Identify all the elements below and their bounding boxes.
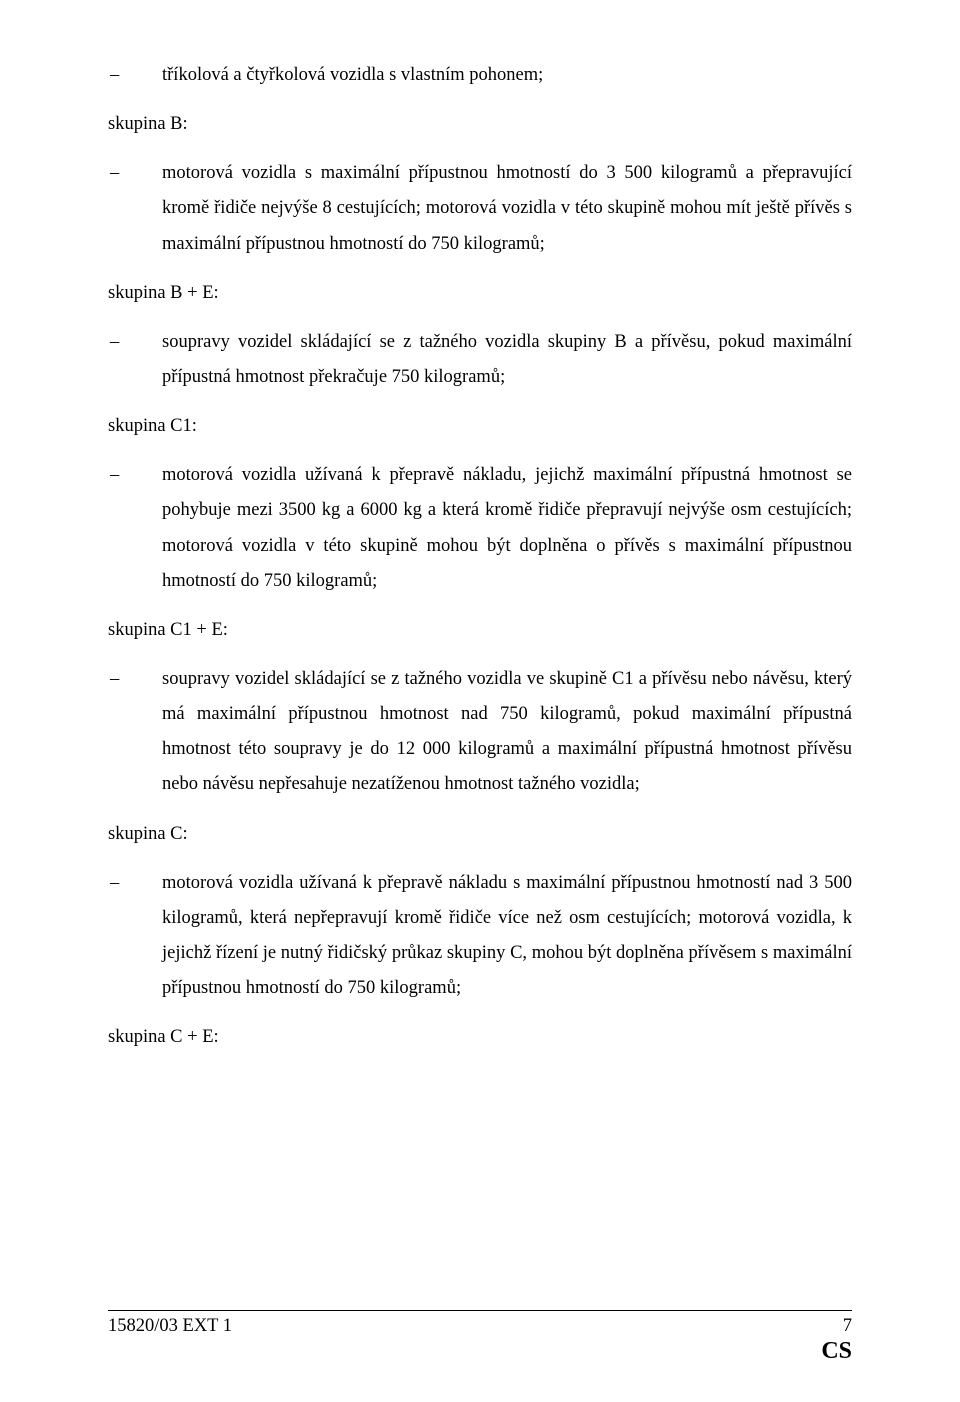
bullet-text: motorová vozidla užívaná k přepravě nákl… <box>162 866 852 1007</box>
footer-lang: CS <box>108 1338 852 1364</box>
list-item: tříkolová a čtyřkolová vozidla s vlastní… <box>108 58 852 93</box>
bullet-text: soupravy vozidel skládající se z tažného… <box>162 662 852 803</box>
list-item: motorová vozidla užívaná k přepravě nákl… <box>108 458 852 599</box>
group-label-c1: skupina C1: <box>108 409 852 444</box>
page-footer: 15820/03 EXT 1 7 CS <box>108 1310 852 1364</box>
dash-icon <box>108 458 162 599</box>
dash-icon <box>108 662 162 803</box>
dash-icon <box>108 156 162 261</box>
list-item: motorová vozidla s maximální přípustnou … <box>108 156 852 261</box>
bullet-text: soupravy vozidel skládající se z tažného… <box>162 325 852 395</box>
dash-icon <box>108 325 162 395</box>
page: tříkolová a čtyřkolová vozidla s vlastní… <box>0 0 960 1402</box>
bullet-text: motorová vozidla s maximální přípustnou … <box>162 156 852 261</box>
footer-doc-ref: 15820/03 EXT 1 <box>108 1315 232 1337</box>
footer-page-number: 7 <box>843 1315 852 1337</box>
list-item: soupravy vozidel skládající se z tažného… <box>108 325 852 395</box>
dash-icon <box>108 58 162 93</box>
group-label-be: skupina B + E: <box>108 276 852 311</box>
group-label-c: skupina C: <box>108 817 852 852</box>
group-label-b: skupina B: <box>108 107 852 142</box>
list-item: motorová vozidla užívaná k přepravě nákl… <box>108 866 852 1007</box>
dash-icon <box>108 866 162 1007</box>
group-label-ce: skupina C + E: <box>108 1020 852 1055</box>
bullet-text: motorová vozidla užívaná k přepravě nákl… <box>162 458 852 599</box>
bullet-text: tříkolová a čtyřkolová vozidla s vlastní… <box>162 58 852 93</box>
list-item: soupravy vozidel skládající se z tažného… <box>108 662 852 803</box>
footer-line: 15820/03 EXT 1 7 <box>108 1315 852 1337</box>
group-label-c1e: skupina C1 + E: <box>108 613 852 648</box>
